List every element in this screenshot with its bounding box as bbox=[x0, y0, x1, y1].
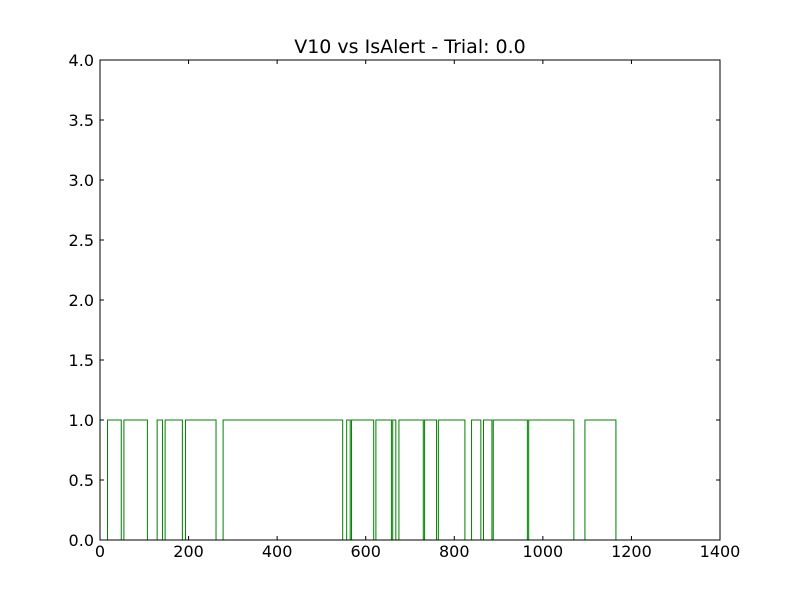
x-tick-label: 200 bbox=[173, 542, 204, 561]
y-tick-label: 3.5 bbox=[69, 111, 94, 130]
y-tick-label: 0.0 bbox=[69, 531, 94, 550]
y-tick-label: 2.5 bbox=[69, 231, 94, 250]
x-tick-label: 800 bbox=[439, 542, 470, 561]
y-tick-label: 1.0 bbox=[69, 411, 94, 430]
x-tick-label: 1200 bbox=[611, 542, 652, 561]
plot-area: 0 200 400 600 800 1000 1200 1400 0.0 0.5 1.0 1.5 2.0… bbox=[69, 51, 741, 561]
x-tick-label: 0 bbox=[95, 542, 105, 561]
y-tick-label: 0.5 bbox=[69, 471, 94, 490]
y-tick-label: 4.0 bbox=[69, 51, 94, 70]
y-tick-label: 3.0 bbox=[69, 171, 94, 190]
x-tick-label: 600 bbox=[350, 542, 381, 561]
x-tick-label: 1400 bbox=[700, 542, 741, 561]
x-tick-label: 400 bbox=[262, 542, 293, 561]
chart-title: V10 vs IsAlert - Trial: 0.0 bbox=[294, 36, 526, 58]
y-tick-label: 2.0 bbox=[69, 291, 94, 310]
y-tick-label: 1.5 bbox=[69, 351, 94, 370]
x-tick-label: 1000 bbox=[522, 542, 563, 561]
